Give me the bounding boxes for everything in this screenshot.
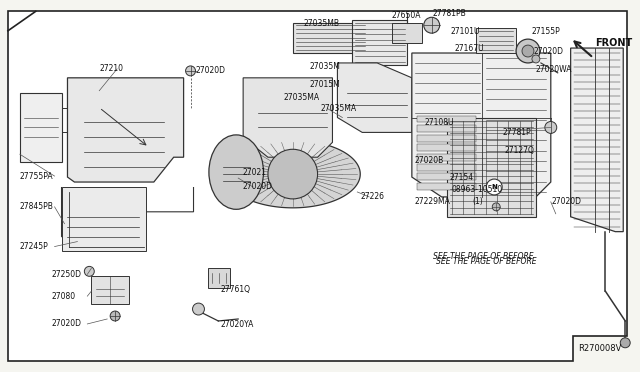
Circle shape [486,179,502,195]
Text: 27015M: 27015M [310,80,340,89]
Text: R270008V: R270008V [579,344,622,353]
Text: SEE THE PAGE OF BEFORE: SEE THE PAGE OF BEFORE [436,257,536,266]
Text: 27755PA: 27755PA [20,171,54,180]
Polygon shape [225,140,360,208]
Bar [417,116,476,122]
Bar [352,20,407,65]
Bar [392,23,422,43]
Text: 27154: 27154 [449,173,474,182]
Text: 27781P: 27781P [502,128,531,137]
Circle shape [424,17,440,33]
Circle shape [268,149,317,199]
Text: 27650A: 27650A [391,11,420,20]
Text: 27167U: 27167U [454,44,484,52]
Text: SEE THE PAGE OF BEFORE: SEE THE PAGE OF BEFORE [433,252,534,261]
Text: 27250D: 27250D [52,270,82,279]
Text: 27035MA: 27035MA [321,104,356,113]
Text: 27021: 27021 [242,168,266,177]
Text: 27845PB: 27845PB [20,202,54,211]
Text: 27035MB: 27035MB [304,19,340,28]
Circle shape [186,66,195,76]
Polygon shape [67,78,184,182]
Text: 27210: 27210 [99,64,124,73]
Text: 27080: 27080 [52,292,76,301]
Bar [417,154,476,161]
Polygon shape [8,11,627,361]
Text: 27245P: 27245P [20,242,49,251]
Text: 27020D: 27020D [534,46,564,55]
Bar [417,144,476,151]
Polygon shape [571,48,623,232]
Circle shape [110,311,120,321]
Polygon shape [243,78,332,157]
Polygon shape [412,53,551,197]
Text: 27020D: 27020D [242,183,272,192]
Circle shape [522,45,534,57]
Bar [209,268,230,288]
Text: 27761Q: 27761Q [220,285,250,294]
Circle shape [620,338,630,348]
Bar [292,23,367,53]
Bar [417,173,476,180]
Circle shape [492,203,500,211]
Text: 27020WA: 27020WA [536,65,572,74]
Text: 27020B: 27020B [415,156,444,165]
Text: 27229MA: 27229MA [415,198,451,206]
Text: 27226: 27226 [360,192,384,201]
Text: 27020D: 27020D [195,66,225,76]
Text: 27020D: 27020D [552,198,582,206]
Bar [417,164,476,171]
Bar [417,183,476,190]
Bar [417,135,476,142]
Bar [20,93,61,162]
Text: 27101U: 27101U [451,27,480,36]
Text: N: N [492,184,497,190]
Bar [447,118,536,217]
Circle shape [84,266,94,276]
Text: 27020D: 27020D [52,320,82,328]
Circle shape [193,303,204,315]
Bar [417,125,476,132]
Polygon shape [337,63,412,132]
Text: 27155P: 27155P [532,27,561,36]
Text: 27035MA: 27035MA [284,93,320,102]
Circle shape [532,55,540,63]
Circle shape [545,122,557,134]
Polygon shape [476,28,516,53]
Text: 27020YA: 27020YA [220,320,253,330]
Circle shape [516,39,540,63]
Text: 27127Q: 27127Q [504,146,534,155]
Text: 27035M: 27035M [310,62,340,71]
Ellipse shape [209,135,264,209]
Bar [92,276,129,304]
Text: 27781PB: 27781PB [433,9,467,18]
Text: FRONT: FRONT [595,38,633,48]
Text: 27108U: 27108U [425,118,454,127]
Text: 08963-10510: 08963-10510 [452,186,502,195]
Bar [61,187,146,251]
Text: (1): (1) [472,198,483,206]
